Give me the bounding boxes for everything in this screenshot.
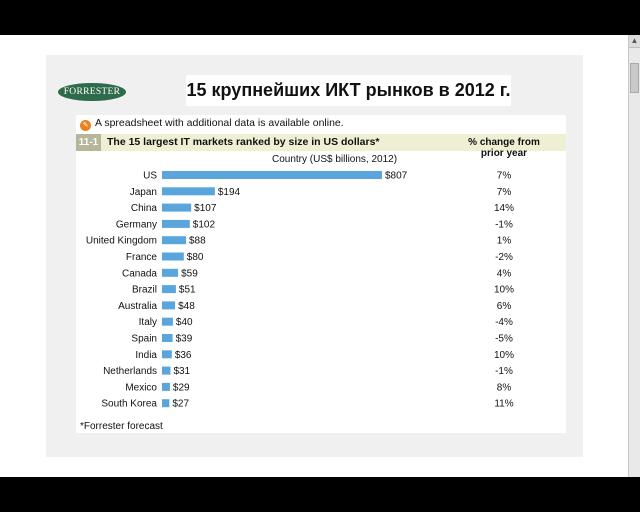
country-label-canada: Canada bbox=[122, 268, 157, 279]
pct-change-south-korea: 11% bbox=[494, 399, 513, 410]
value-label-germany: $102 bbox=[193, 219, 216, 230]
country-label-united-kingdom: United Kingdom bbox=[86, 236, 157, 247]
country-label-mexico: Mexico bbox=[125, 382, 157, 393]
bar-australia bbox=[162, 301, 176, 310]
value-label-india: $36 bbox=[175, 350, 192, 361]
slide: FORRESTER 15 крупнейших ИКТ рынков в 201… bbox=[46, 55, 583, 457]
country-label-spain: Spain bbox=[131, 334, 157, 345]
bar-mexico bbox=[162, 382, 170, 391]
value-label-japan: $194 bbox=[218, 187, 241, 198]
pct-change-brazil: 10% bbox=[494, 285, 514, 296]
bar-us bbox=[162, 171, 382, 179]
value-label-china: $107 bbox=[194, 203, 217, 214]
pct-change-china: 14% bbox=[494, 203, 514, 214]
bar-united-kingdom bbox=[162, 236, 186, 245]
bar-canada bbox=[162, 268, 179, 277]
bar-germany bbox=[162, 219, 190, 228]
pct-change-us: 7% bbox=[497, 171, 512, 182]
bar-india bbox=[162, 350, 172, 359]
country-label-brazil: Brazil bbox=[132, 285, 157, 296]
pct-change-italy: -4% bbox=[495, 317, 513, 328]
value-label-netherlands: $31 bbox=[173, 366, 190, 377]
figure-panel: ✎ A spreadsheet with additional data is a… bbox=[76, 115, 566, 433]
bar-france bbox=[162, 252, 184, 261]
value-label-brazil: $51 bbox=[179, 285, 196, 296]
scroll-up-icon[interactable]: ▲ bbox=[629, 35, 640, 48]
value-label-south-korea: $27 bbox=[172, 399, 189, 410]
scrollbar-thumb[interactable] bbox=[630, 63, 639, 93]
country-label-netherlands: Netherlands bbox=[103, 366, 157, 377]
slide-title: 15 крупнейших ИКТ рынков в 2012 г. bbox=[186, 75, 511, 106]
pct-change-canada: 4% bbox=[497, 268, 512, 279]
figure-title-band: 11-1 The 15 largest IT markets ranked by… bbox=[76, 134, 566, 151]
bar-italy bbox=[162, 317, 173, 326]
spreadsheet-note-text: A spreadsheet with additional data is av… bbox=[95, 117, 344, 129]
country-label-germany: Germany bbox=[116, 219, 157, 230]
country-label-italy: Italy bbox=[139, 317, 157, 328]
figure-number: 11-1 bbox=[76, 134, 101, 151]
value-label-italy: $40 bbox=[176, 317, 193, 328]
figure-title: The 15 largest IT markets ranked by size… bbox=[107, 136, 380, 148]
bar-japan bbox=[162, 187, 215, 196]
bar-brazil bbox=[162, 285, 176, 294]
pct-change-france: -2% bbox=[495, 252, 513, 263]
spreadsheet-note: ✎ A spreadsheet with additional data is a… bbox=[80, 117, 344, 131]
spreadsheet-icon: ✎ bbox=[80, 120, 91, 131]
country-label-india: India bbox=[135, 350, 157, 361]
bar-chart: US $807 7% Japan $194 7% China $107 14% Germany $1… bbox=[86, 171, 514, 410]
bar-spain bbox=[162, 334, 173, 342]
value-label-mexico: $29 bbox=[173, 382, 190, 393]
pct-change-header: % change from prior year bbox=[468, 137, 540, 159]
pct-change-japan: 7% bbox=[497, 187, 512, 198]
value-label-us: $807 bbox=[385, 171, 408, 182]
bar-south-korea bbox=[162, 399, 170, 408]
pct-change-netherlands: -1% bbox=[495, 366, 513, 377]
value-label-united-kingdom: $88 bbox=[189, 236, 206, 247]
pct-change-united-kingdom: 1% bbox=[497, 236, 512, 247]
country-label-france: France bbox=[126, 252, 158, 263]
vertical-scrollbar[interactable]: ▲ bbox=[628, 35, 640, 477]
country-label-us: US bbox=[143, 171, 157, 182]
pct-change-spain: -5% bbox=[495, 334, 513, 345]
pct-change-australia: 6% bbox=[497, 301, 512, 312]
value-label-spain: $39 bbox=[176, 334, 193, 345]
pct-change-germany: -1% bbox=[495, 219, 513, 230]
pct-change-mexico: 8% bbox=[497, 382, 512, 393]
bar-netherlands bbox=[162, 366, 171, 375]
value-label-canada: $59 bbox=[181, 268, 198, 279]
country-header: Country (US$ billions, 2012) bbox=[272, 154, 398, 165]
pct-change-india: 10% bbox=[494, 350, 514, 361]
bar-china bbox=[162, 203, 192, 212]
country-label-south-korea: South Korea bbox=[101, 399, 157, 410]
country-label-japan: Japan bbox=[130, 187, 157, 198]
country-label-china: China bbox=[131, 203, 158, 214]
footnote: *Forrester forecast bbox=[80, 421, 163, 432]
forrester-logo: FORRESTER bbox=[58, 83, 126, 101]
value-label-australia: $48 bbox=[178, 301, 195, 312]
value-label-france: $80 bbox=[187, 252, 204, 263]
country-label-australia: Australia bbox=[118, 301, 157, 312]
